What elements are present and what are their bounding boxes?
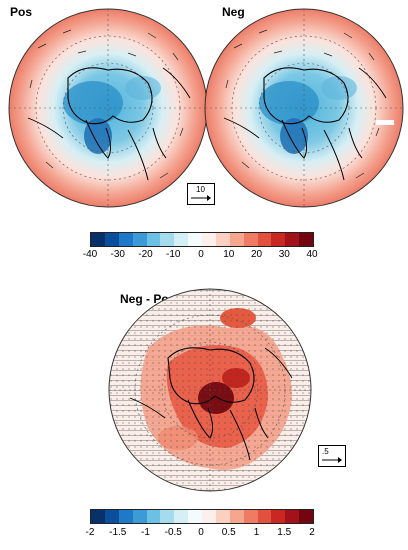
colorbar-top-tick-label: -30: [110, 249, 125, 260]
colorbar-top-swatch: [299, 233, 313, 246]
polar-map-neg: [204, 8, 404, 208]
colorbar-bottom-swatch: [271, 510, 286, 523]
colorbar-bottom: [90, 509, 314, 524]
colorbar-bottom-swatch: [174, 510, 189, 523]
colorbar-bottom-swatch: [285, 510, 300, 523]
colorbar-top-swatch: [271, 233, 286, 246]
colorbar-top-swatch: [174, 233, 189, 246]
colorbar-top-swatch: [257, 233, 272, 246]
colorbar-bottom-swatch: [91, 510, 105, 523]
colorbar-bottom-swatch: [160, 510, 175, 523]
colorbar-top-swatch: [285, 233, 300, 246]
colorbar-bottom-tick-label: -1: [141, 527, 150, 538]
colorbar-top-tick-label: -40: [82, 249, 98, 260]
colorbar-bottom-swatch: [188, 510, 202, 523]
colorbar-top-tick-label: -10: [166, 249, 181, 260]
colorbar-bottom-tick-label: 1: [253, 527, 260, 538]
panel-title-neg: Neg: [222, 5, 245, 19]
colorbar-top-swatch: [104, 233, 119, 246]
colorbar-top-swatch: [243, 233, 258, 246]
colorbar-bottom-swatch: [257, 510, 272, 523]
colorbar-bottom-tick-label: -1.5: [109, 527, 127, 538]
arrow-right-icon: [191, 195, 211, 201]
colorbar-bottom-swatch: [118, 510, 133, 523]
arrow-right-icon: [322, 457, 342, 463]
colorbar-top-swatch: [160, 233, 175, 246]
colorbar-bottom-swatch: [243, 510, 258, 523]
colorbar-bottom-swatch: [132, 510, 147, 523]
colorbar-top-tick-label: 10: [223, 249, 235, 260]
colorbar-top-swatch: [202, 233, 216, 246]
colorbar-top-tick-label: 0: [198, 249, 204, 260]
polar-map-pos: [8, 8, 208, 208]
colorbar-bottom-swatch: [202, 510, 216, 523]
colorbar-bottom-swatch: [215, 510, 230, 523]
colorbar-bottom-tick-label: 0.5: [221, 527, 236, 538]
polar-map-difference: [108, 288, 312, 492]
colorbar-top-tick-label: 30: [278, 249, 290, 260]
vector-reference-box-top: 10: [187, 183, 215, 205]
colorbar-top: [90, 232, 314, 247]
colorbar-top-labels: -40 -30 -20 -10 0 10 20 30 40: [83, 249, 318, 263]
colorbar-top-swatch: [91, 233, 105, 246]
colorbar-top-swatch: [188, 233, 202, 246]
vector-reference-label-bottom: .5: [322, 447, 329, 456]
colorbar-bottom-tick-label: 2: [309, 527, 315, 538]
colorbar-bottom-swatch: [146, 510, 161, 523]
colorbar-top-swatch: [215, 233, 230, 246]
colorbar-top-tick-label: 40: [306, 249, 318, 260]
colorbar-top-swatch: [146, 233, 161, 246]
colorbar-bottom-tick-label: -2: [85, 527, 95, 538]
colorbar-bottom-tick-label: -0.5: [164, 527, 182, 538]
colorbar-bottom-swatch: [229, 510, 244, 523]
colorbar-bottom-tick-label: 1.5: [277, 527, 292, 538]
colorbar-top-swatch: [118, 233, 133, 246]
panel-title-pos: Pos: [10, 5, 33, 19]
colorbar-bottom-labels: -2 -1.5 -1 -0.5 0 0.5 1 1.5 2: [86, 527, 315, 541]
colorbar-top-tick-label: 20: [250, 249, 263, 260]
colorbar-bottom-swatch: [299, 510, 313, 523]
vector-reference-label-top: 10: [196, 185, 205, 194]
colorbar-bottom-tick-label: 0: [198, 527, 204, 538]
colorbar-top-swatch: [132, 233, 147, 246]
colorbar-top-tick-label: -20: [138, 249, 153, 260]
colorbar-top-swatch: [229, 233, 244, 246]
colorbar-bottom-swatch: [104, 510, 119, 523]
vector-reference-box-bottom: .5: [318, 445, 346, 467]
